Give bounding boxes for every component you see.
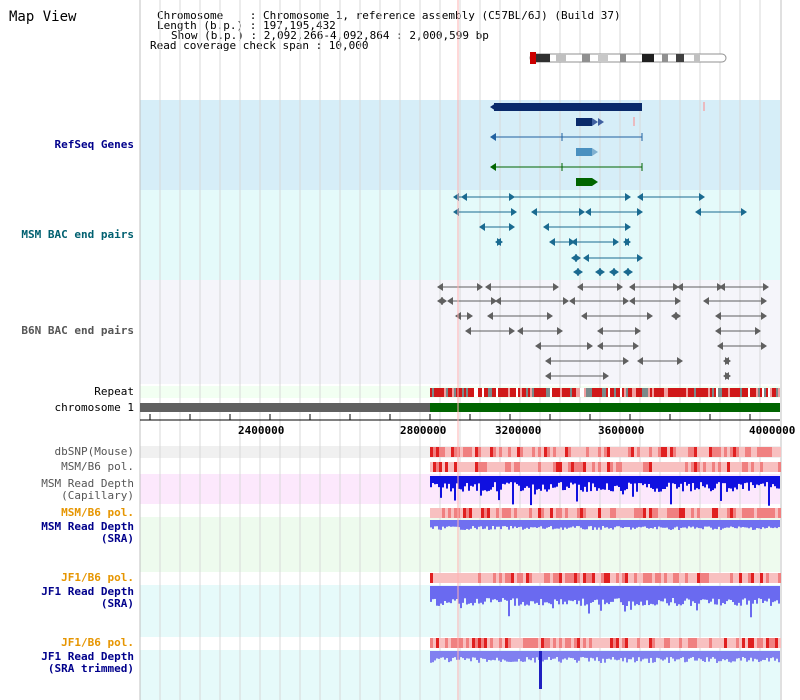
track-label-jf1-pol: JF1/B6 pol. <box>61 571 134 584</box>
grid-lines <box>159 0 761 700</box>
jf1-sra-bg <box>140 585 780 637</box>
msm-bac-track-bg <box>140 190 780 280</box>
ideogram-position-marker <box>530 52 536 64</box>
axis-tick-label: 3200000 <box>495 424 542 437</box>
track-label-msm-depth-capillary: MSM Read Depth <box>41 477 134 490</box>
chromosome-bar-shown[interactable] <box>430 403 780 412</box>
track-label-repeat: Repeat <box>94 385 134 398</box>
track-label-msm-b6-pol: MSM/B6 pol. <box>61 460 134 473</box>
msm-bac-end-pairs[interactable] <box>453 193 747 276</box>
track-label-jf1-depth-trimmed: JF1 Read Depth <box>41 650 134 663</box>
polymorphism-tracks <box>430 447 781 648</box>
track-label-jf1-depth: JF1 Read Depth <box>41 585 134 598</box>
b6n-bac-end-pairs[interactable] <box>437 283 769 380</box>
b6n-bac-track-bg <box>140 280 780 384</box>
refseq-track-bg <box>140 100 780 190</box>
track-label-msm-depth-sra-sub: (SRA) <box>100 532 134 545</box>
dbsnp-track-bg <box>140 446 780 458</box>
track-label-msm-bac[interactable]: MSM BAC end pairs <box>21 228 134 241</box>
track-label-msm-b6-pol-2: MSM/B6 pol. <box>61 506 134 519</box>
coverage-span-info: Read coverage check span : 10,000 <box>150 39 369 52</box>
track-label-msm-depth-sra: MSM Read Depth <box>41 520 134 533</box>
axis-tick-label: 2800000 <box>400 424 447 437</box>
page-title: Map View <box>9 9 77 25</box>
jf1-trimmed-bg <box>140 650 780 700</box>
read-depth-tracks <box>430 476 780 689</box>
chromosome-ideogram[interactable] <box>529 52 727 64</box>
track-label-b6n-bac[interactable]: B6N BAC end pairs <box>21 324 134 337</box>
track-label-msm-depth-capillary-sub: (Capillary) <box>61 489 134 502</box>
track-label-jf1-depth-sub: (SRA) <box>100 597 134 610</box>
axis-tick-label: 3600000 <box>598 424 645 437</box>
axis-tick-label: 4000000 <box>749 424 796 437</box>
refseq-genes[interactable] <box>490 102 705 186</box>
length-info: Length (b.p.) : 197,195,432 <box>157 19 336 32</box>
repeat-track[interactable] <box>430 388 780 397</box>
track-label-dbsnp: dbSNP(Mouse) <box>54 445 134 458</box>
track-label-refseq-genes[interactable]: RefSeq Genes <box>54 138 134 151</box>
chromosome-bar-unshown <box>140 403 430 412</box>
position-axis <box>140 414 780 421</box>
track-label-chromosome: chromosome 1 <box>54 401 134 414</box>
track-label-jf1-pol-2: JF1/B6 pol. <box>61 636 134 649</box>
repeat-track-bg <box>140 386 780 398</box>
msm-sra-bg <box>140 517 780 572</box>
chromosome-info: Chromosome : Chromosome 1, reference ass… <box>157 9 621 22</box>
axis-tick-label: 2400000 <box>238 424 285 437</box>
msm-capillary-bg <box>140 474 780 504</box>
show-range-info: Show (b.p.) : 2,092,266-4,092,864 : 2,00… <box>171 29 489 42</box>
track-label-jf1-depth-trimmed-sub: (SRA trimmed) <box>47 662 134 675</box>
